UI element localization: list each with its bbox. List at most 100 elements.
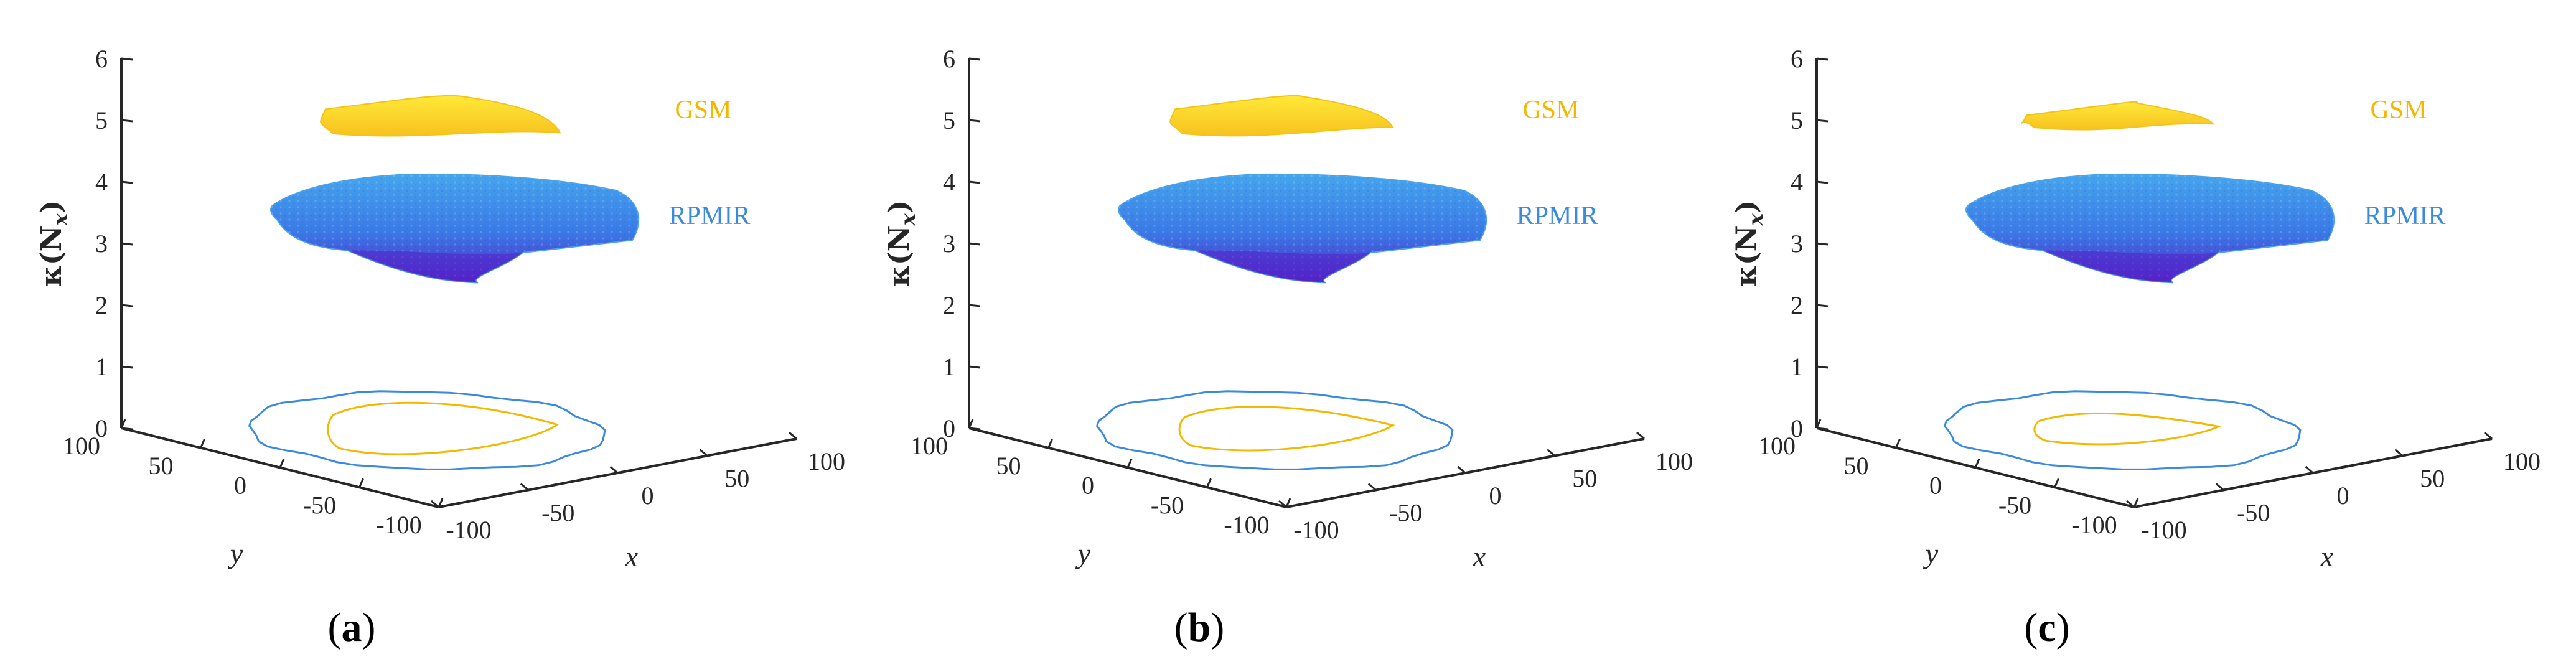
y-tick-label: 100 [1758, 432, 1796, 460]
z-tick-label: 4 [943, 168, 955, 196]
caption-letter: b [1188, 605, 1211, 650]
y-tick-mark [968, 419, 974, 429]
z-tick-mark [121, 365, 133, 369]
y-tick-mark [1974, 458, 1980, 469]
z-axis-label-close: ) [1730, 200, 1763, 213]
y-tick-mark [438, 498, 444, 508]
z-tick-mark [121, 180, 133, 184]
y-tick-label: 0 [1929, 472, 1942, 500]
x-tick-label: 100 [2503, 447, 2541, 475]
z-tick-label: 5 [943, 106, 955, 134]
z-tick-mark [968, 180, 981, 184]
caption-close: ) [2056, 605, 2070, 650]
y-tick-label: 50 [1844, 452, 1869, 480]
x-tick-mark [520, 483, 529, 491]
z-axis-label: κ(Nx) [882, 200, 920, 286]
y-tick-mark [358, 478, 364, 488]
x-tick-mark [1547, 449, 1556, 457]
z-axis-label-sub: x [49, 213, 72, 226]
z-tick-label: 6 [95, 45, 108, 73]
x-tick-label: -50 [541, 499, 574, 527]
x-tick-mark [1457, 465, 1466, 474]
z-tick-label: 1 [95, 353, 108, 381]
z-axis-label-main: κ(N [1730, 225, 1763, 286]
caption-open: ( [328, 605, 342, 650]
gsm-legend-label: GSM [1522, 96, 1579, 124]
y-tick-mark [1126, 458, 1133, 469]
z-tick-mark [121, 119, 133, 123]
rpmir-ground-contour [1943, 390, 2302, 470]
z-tick-label: 2 [943, 291, 955, 319]
z-tick-label: 5 [1791, 106, 1803, 134]
caption-open: ( [1174, 605, 1188, 650]
rpmir-legend-label: RPMIR [2364, 202, 2446, 230]
rpmir-legend-label: RPMIR [1517, 202, 1598, 230]
z-tick-mark [968, 365, 981, 369]
z-axis-label-sub: x [896, 213, 920, 226]
z-axis-label-close: ) [882, 200, 916, 213]
caption-letter: a [342, 605, 362, 650]
z-tick-mark [1816, 365, 1829, 369]
x-tick-mark [789, 431, 797, 440]
z-axis-label: κ(Nx) [1730, 200, 1768, 286]
rpmir-ground-contour [1095, 390, 1454, 470]
gsm-legend-label: GSM [2370, 96, 2427, 124]
z-tick-mark [1816, 242, 1829, 246]
gsm-ground-contour [327, 401, 560, 455]
y-tick-mark [1895, 439, 1901, 449]
x-tick-mark [1278, 500, 1287, 508]
z-tick-label: 4 [1791, 168, 1803, 196]
y-tick-mark [2133, 498, 2139, 508]
z-axis-label-main: κ(N [34, 225, 68, 286]
panel-caption: (c) [2024, 605, 2069, 650]
z-axis-label: κ(Nx) [34, 200, 72, 286]
caption-close: ) [362, 605, 376, 650]
x-tick-label: 100 [1656, 447, 1693, 475]
x-tick-mark [2215, 483, 2224, 491]
y-axis-label: y [228, 538, 243, 569]
chart-panel-c: 0123456κ(Nx)100500-50-100y-100-50050100x… [1730, 45, 2541, 650]
x-tick-mark [699, 449, 708, 457]
x-tick-label: 0 [2337, 482, 2349, 510]
gsm-ground-contour [2033, 412, 2222, 446]
y-tick-label: -100 [1224, 511, 1269, 539]
x-tick-label: 50 [724, 465, 749, 493]
panel-caption: (a) [328, 605, 376, 650]
x-tick-label: -50 [1389, 499, 1422, 527]
gsm-surface [320, 95, 561, 137]
gsm-ground-contour [1178, 406, 1395, 452]
x-tick-mark [2484, 431, 2493, 440]
x-axis-label: x [625, 541, 639, 572]
z-tick-mark [968, 242, 981, 246]
z-tick-mark [121, 57, 133, 61]
gsm-legend-label: GSM [675, 96, 731, 124]
y-tick-label: -50 [1998, 491, 2031, 519]
x-tick-label: 50 [2420, 465, 2445, 493]
x-tick-mark [2126, 500, 2135, 508]
z-tick-label: 4 [95, 168, 108, 196]
z-tick-label: 2 [1791, 291, 1803, 319]
x-tick-mark [609, 465, 619, 474]
y-tick-label: 50 [149, 452, 174, 480]
gsm-surface [2021, 101, 2215, 131]
rpmir-surface-underside [2043, 250, 2218, 283]
x-tick-mark [431, 500, 439, 508]
z-axis-label-sub: x [1744, 213, 1768, 226]
rpmir-ground-contour [248, 390, 606, 470]
y-tick-mark [120, 419, 126, 429]
x-tick-label: -100 [2141, 516, 2186, 544]
z-tick-label: 0 [1791, 414, 1803, 442]
caption-close: ) [1211, 605, 1224, 650]
z-axis-label-main: κ(N [882, 225, 916, 286]
z-tick-label: 2 [95, 291, 108, 319]
y-tick-label: -100 [2071, 511, 2117, 539]
y-tick-label: 100 [63, 432, 100, 460]
x-tick-label: 50 [1572, 465, 1597, 493]
z-tick-label: 3 [943, 230, 955, 258]
x-tick-label: 0 [1489, 482, 1502, 510]
x-tick-mark [2305, 465, 2314, 474]
y-tick-label: 0 [234, 472, 246, 500]
y-tick-label: 50 [996, 452, 1021, 480]
y-tick-mark [1206, 478, 1212, 488]
